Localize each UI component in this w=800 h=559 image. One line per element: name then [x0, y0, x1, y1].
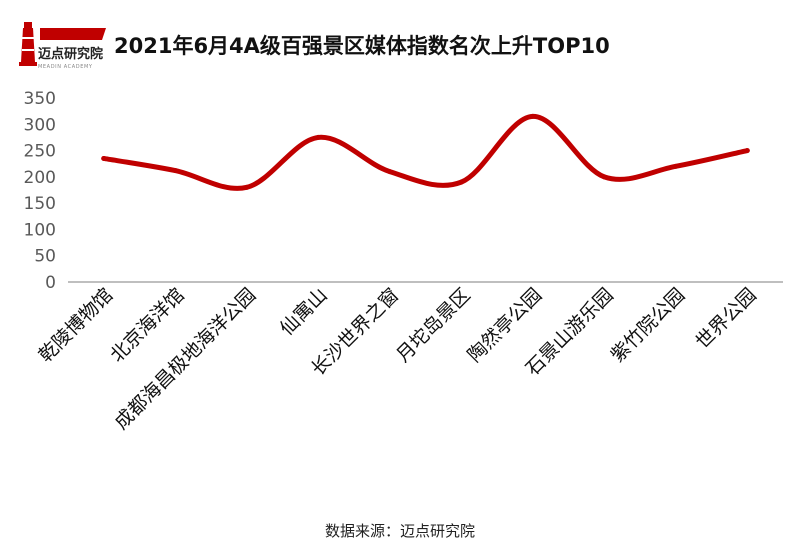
- y-axis: 0 50 100 150 200 250 300 350: [24, 89, 56, 293]
- data-point: [530, 113, 536, 119]
- data-source-note: 数据来源：迈点研究院: [324, 522, 475, 540]
- data-point: [387, 169, 393, 175]
- logo-banner: [40, 28, 106, 40]
- data-point: [101, 155, 107, 161]
- chart-title: 2021年6月4A级百强景区媒体指数名次上升TOP10: [114, 34, 610, 58]
- lighthouse-icon: [19, 22, 37, 66]
- x-tick-label: 世界公园: [691, 284, 760, 353]
- data-point: [744, 148, 750, 154]
- data-point: [601, 174, 607, 180]
- data-point: [673, 163, 679, 169]
- x-tick-label: 紫竹院公园: [607, 284, 690, 367]
- brand-logo: 迈点研究院 MEADIN ACADEMY: [19, 22, 106, 70]
- series-layer: [101, 113, 750, 191]
- x-tick-label: 成都海昌极地海洋公园: [110, 284, 260, 434]
- data-point: [458, 179, 464, 185]
- data-point: [172, 168, 178, 174]
- y-tick-label: 350: [24, 89, 56, 109]
- y-tick-label: 50: [34, 247, 56, 267]
- x-tick-label: 月坨岛景区: [392, 284, 475, 367]
- line-chart: 0 50 100 150 200 250 300 350 乾陵博物馆北京海洋馆成都海昌极地海洋…: [24, 89, 783, 434]
- y-tick-label: 100: [24, 220, 56, 240]
- data-point: [315, 134, 321, 140]
- y-tick-label: 0: [45, 273, 56, 293]
- y-tick-label: 300: [24, 115, 56, 135]
- x-tick-label: 乾陵博物馆: [35, 284, 118, 367]
- x-tick-label: 仙寓山: [276, 284, 332, 340]
- data-point: [244, 184, 250, 190]
- series-line: [101, 113, 750, 191]
- logo-subtext: MEADIN ACADEMY: [38, 64, 93, 70]
- logo-text: 迈点研究院: [38, 46, 103, 62]
- y-tick-label: 150: [24, 194, 56, 214]
- y-tick-label: 250: [24, 142, 56, 162]
- y-tick-label: 200: [24, 168, 56, 188]
